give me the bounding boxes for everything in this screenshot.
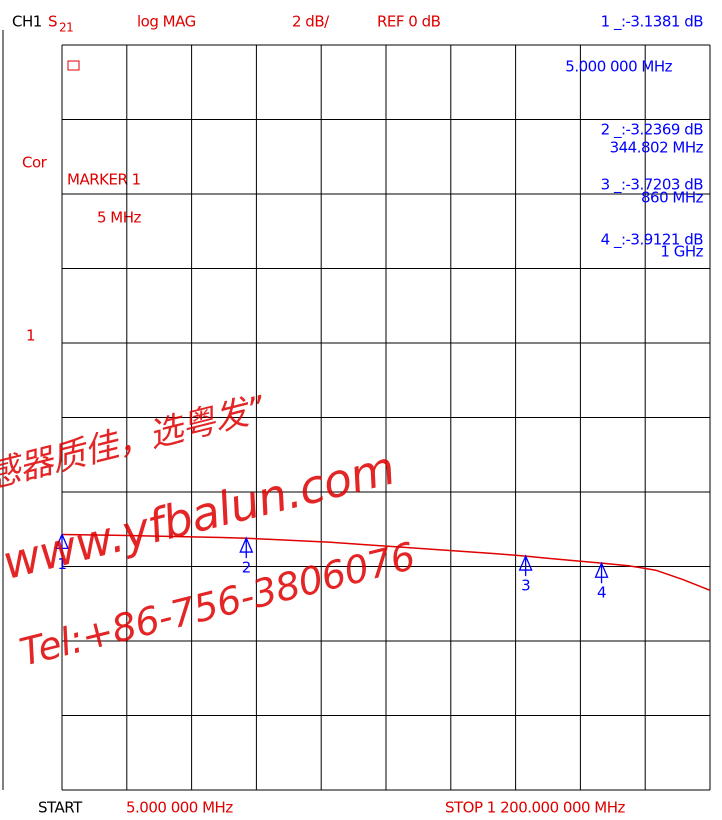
marker-number: 4 [597,584,606,602]
marker-freq: 5.000 000 MHz [565,58,672,76]
scale: 2 dB/ [292,13,330,31]
parameter-sub: 21 [59,21,73,35]
marker-freq: 1 GHz [660,243,703,261]
marker-number: 2 [242,559,251,577]
active-marker: MARKER 1 [67,171,141,189]
ref-indicator: 1 [26,327,35,345]
marker-freq: 860 MHz [641,189,704,207]
stop: STOP 1 200.000 000 MHz [445,799,626,817]
parameter: S [48,13,57,31]
format: log MAG [137,13,196,31]
marker-number: 3 [521,577,530,595]
icon [67,60,80,71]
marker-readout: 3 _:-3.7203 dB [601,176,704,195]
trace [61,533,711,592]
start: 5.000 000 MHz [126,799,233,817]
reference: REF 0 dB [377,13,441,31]
marker-freq: 344.802 MHz [610,139,704,157]
active-marker-freq: 5 MHz [97,209,142,227]
correction: Cor [22,154,48,172]
marker-number: 1 [57,555,66,573]
marker [594,561,609,584]
channel: CH1 [12,13,42,31]
marker-readout: 4 _:-3.9121 dB [601,231,704,250]
marker [55,532,69,555]
marker [239,536,254,559]
marker-readout: 1 _:-3.1381 dB [601,13,704,32]
marker-readout: 2 _:-3.2369 dB [601,121,704,140]
marker [518,554,533,577]
start-label: START [38,799,83,817]
